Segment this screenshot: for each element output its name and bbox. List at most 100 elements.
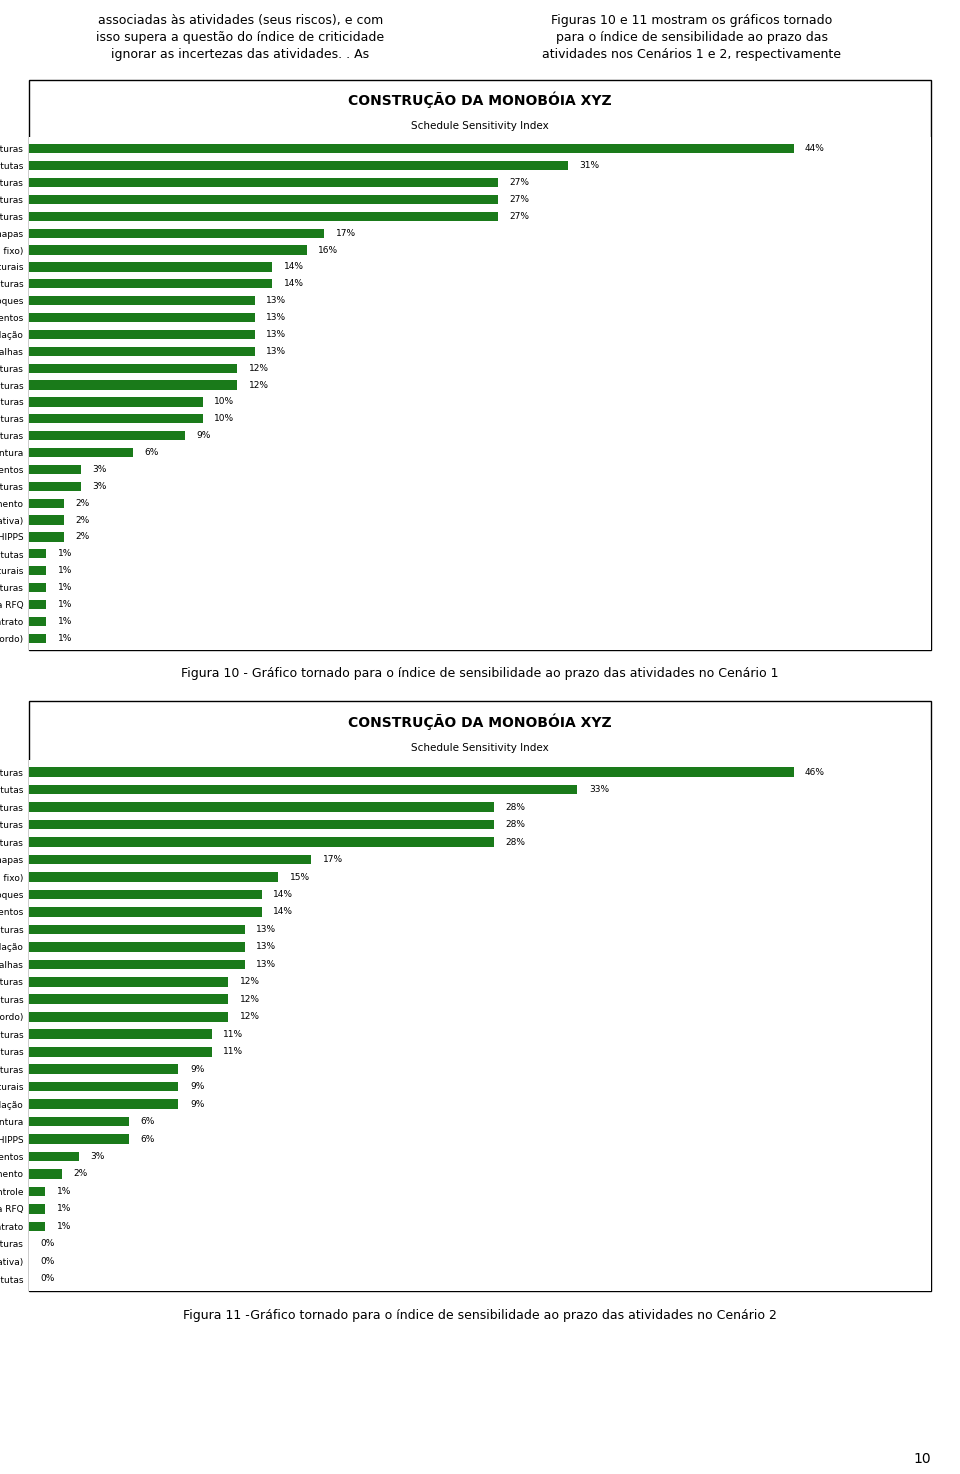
Bar (29, 346, 254, 355)
Text: 28%: 28% (506, 803, 526, 812)
Text: 10: 10 (914, 1452, 931, 1467)
Text: 6%: 6% (140, 1135, 155, 1144)
Text: 6%: 6% (140, 1117, 155, 1126)
Text: 17%: 17% (323, 855, 343, 864)
Text: 12%: 12% (249, 364, 269, 373)
Bar (29, 924, 245, 935)
Text: 10%: 10% (214, 398, 234, 407)
Text: 1%: 1% (57, 1187, 71, 1195)
Bar (29, 1151, 79, 1162)
Text: CONSTRUÇÃO DA MONOBÓIA XYZ: CONSTRUÇÃO DA MONOBÓIA XYZ (348, 91, 612, 108)
Text: 13%: 13% (266, 346, 286, 355)
Text: 16%: 16% (319, 246, 339, 255)
Bar (29, 1029, 211, 1039)
Text: 1%: 1% (58, 634, 72, 643)
Bar (29, 246, 307, 255)
Text: 27%: 27% (510, 195, 530, 203)
Text: 1%: 1% (58, 584, 72, 593)
Bar (29, 228, 324, 237)
Bar (29, 330, 254, 339)
Bar (29, 1082, 179, 1091)
Text: 28%: 28% (506, 820, 526, 830)
Bar (29, 600, 46, 609)
Text: 27%: 27% (510, 212, 530, 221)
Bar (29, 161, 567, 171)
Bar (29, 1013, 228, 1021)
Text: 1%: 1% (57, 1222, 71, 1231)
Text: 2%: 2% (75, 532, 89, 541)
Text: associadas às atividades (seus riscos), e com
isso supera a questão do índice de: associadas às atividades (seus riscos), … (96, 13, 384, 60)
Text: 1%: 1% (58, 616, 72, 626)
Text: 33%: 33% (588, 786, 609, 794)
Text: CONSTRUÇÃO DA MONOBÓIA XYZ: CONSTRUÇÃO DA MONOBÓIA XYZ (348, 713, 612, 730)
Text: 9%: 9% (190, 1064, 204, 1073)
Bar (29, 398, 203, 407)
Text: 6%: 6% (145, 448, 159, 457)
Bar (29, 1134, 129, 1144)
Bar (29, 802, 494, 812)
Bar (29, 414, 203, 423)
Text: 28%: 28% (506, 837, 526, 846)
Text: Figuras 10 e 11 mostram os gráficos tornado
para o índice de sensibilidade ao pr: Figuras 10 e 11 mostram os gráficos torn… (542, 13, 842, 60)
Text: 14%: 14% (273, 890, 293, 899)
Text: Figura 11 -Gráfico tornado para o índice de sensibilidade ao prazo das atividade: Figura 11 -Gráfico tornado para o índice… (183, 1309, 777, 1322)
Bar (29, 178, 498, 187)
Text: 31%: 31% (579, 161, 599, 170)
Bar (29, 977, 228, 986)
Text: 0%: 0% (40, 1257, 55, 1266)
Text: 13%: 13% (266, 296, 286, 305)
Bar (29, 942, 245, 952)
Text: 27%: 27% (510, 178, 530, 187)
Text: Schedule Sensitivity Index: Schedule Sensitivity Index (411, 121, 549, 131)
Bar (29, 482, 81, 491)
Text: 13%: 13% (256, 960, 276, 968)
Text: 9%: 9% (190, 1100, 204, 1108)
Bar (29, 995, 228, 1004)
Text: 14%: 14% (283, 279, 303, 289)
Bar (29, 616, 46, 626)
Text: 12%: 12% (240, 977, 260, 986)
Bar (29, 448, 133, 457)
Bar (29, 498, 63, 509)
Text: 44%: 44% (805, 144, 825, 153)
Text: 2%: 2% (75, 516, 89, 525)
Text: 14%: 14% (273, 908, 293, 917)
Text: 12%: 12% (240, 1013, 260, 1021)
Bar (29, 1117, 129, 1126)
Text: 2%: 2% (75, 498, 89, 507)
Bar (29, 890, 261, 899)
Bar (29, 1100, 179, 1108)
Text: 0%: 0% (40, 1240, 55, 1248)
Text: 9%: 9% (190, 1082, 204, 1091)
Text: 3%: 3% (90, 1153, 105, 1162)
Bar (29, 907, 261, 917)
Text: 1%: 1% (58, 566, 72, 575)
Text: 3%: 3% (92, 482, 107, 491)
Bar (29, 768, 794, 777)
Text: 17%: 17% (336, 228, 356, 237)
Text: 13%: 13% (266, 330, 286, 339)
Text: 11%: 11% (223, 1030, 243, 1039)
Text: 12%: 12% (249, 380, 269, 389)
Bar (29, 144, 794, 153)
Bar (29, 430, 185, 441)
Text: 2%: 2% (74, 1169, 87, 1179)
Bar (29, 550, 46, 559)
Text: 13%: 13% (266, 312, 286, 321)
Bar (29, 1169, 62, 1179)
Text: 12%: 12% (240, 995, 260, 1004)
Bar (29, 1187, 45, 1197)
Bar (29, 364, 237, 373)
Text: 14%: 14% (283, 262, 303, 271)
Text: 1%: 1% (58, 600, 72, 609)
Bar (29, 566, 46, 575)
Text: 0%: 0% (40, 1275, 55, 1284)
Bar (29, 516, 63, 525)
Bar (29, 582, 46, 593)
Text: 13%: 13% (256, 924, 276, 935)
Bar (29, 1222, 45, 1231)
Bar (29, 1047, 211, 1057)
Text: 11%: 11% (223, 1047, 243, 1057)
Text: 1%: 1% (57, 1204, 71, 1213)
Bar (29, 195, 498, 203)
